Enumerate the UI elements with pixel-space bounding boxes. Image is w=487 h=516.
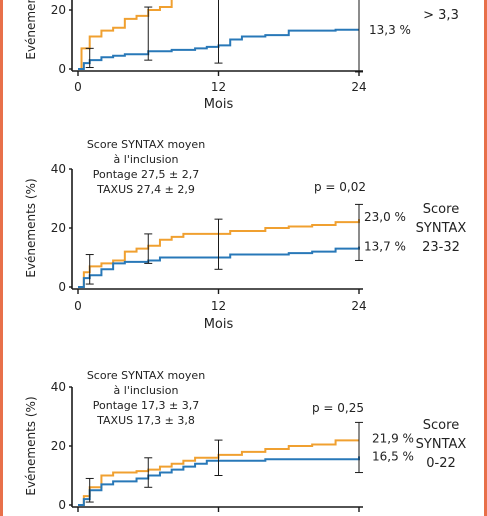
y-tick-label: 40 [51,162,66,176]
x-tick-label: 12 [211,299,226,313]
series-line-1 [78,439,359,506]
x-axis-label: Mois [204,97,234,112]
y-axis-label: Evénements (%) [24,0,38,60]
p-value: p = 0,25 [312,401,364,415]
series-end-label: 21,9 % [372,431,414,445]
y-tick-label: 0 [58,62,66,76]
series-end-label: 13,3 % [369,23,411,37]
chart-title-line: Score SYNTAX moyen [87,369,205,382]
chart-title-line: Score SYNTAX moyen [87,138,205,151]
group-label-line: Score [423,202,459,217]
series-end-label: 16,5 % [372,449,414,463]
x-tick-label: 12 [211,80,226,94]
x-tick-label: 24 [351,80,366,94]
series-line-1 [78,219,360,288]
p-value: p = 0,02 [314,180,366,194]
group-label-line: > 3,3 [423,8,459,23]
group-label-line: SYNTAX [416,221,467,236]
group-label-line: 0-22 [426,456,456,471]
series-end-label: 23,0 % [364,210,406,224]
x-tick-label: 0 [74,80,82,94]
frame-border-right [484,0,487,516]
y-tick-label: 40 [51,380,66,394]
chart-title-line: TAXUS 17,3 ± 3,8 [96,414,195,427]
frame-border-left [0,0,3,516]
group-label-line: 23-32 [422,240,460,255]
chart-title-line: Pontage 17,3 ± 3,7 [93,399,199,412]
y-tick-label: 0 [58,280,66,294]
chart-title-line: TAXUS 27,4 ± 2,9 [96,183,195,196]
y-axis-label: Evénements (%) [24,396,38,495]
series-end-label: 13,7 % [364,240,406,254]
y-tick-label: 20 [51,221,66,235]
group-label-line: Score [423,418,459,433]
series-line-2 [78,28,359,70]
series-line-1 [78,0,173,70]
chart-title-line: Pontage 27,5 ± 2,7 [93,168,199,181]
group-label-line: SYNTAX [416,437,467,452]
chart-3: 0 20 40 Evénements (%) 21,9 % 16,5 % Score SYN… [24,369,466,512]
chart-title-line: à l'inclusion [114,384,179,397]
chart-2: 0 20 40 0 12 24 Mois Evénements (%) 23,0 % 13,7 %… [24,138,466,332]
group-label-line: SYNTAX [416,0,467,4]
y-tick-label: 20 [51,439,66,453]
series-line-2 [78,246,360,288]
x-tick-label: 0 [74,299,82,313]
y-tick-label: 20 [51,3,66,17]
series-line-2 [78,456,360,506]
chart-title-line: à l'inclusion [114,153,179,166]
y-tick-label: 0 [58,498,66,512]
chart-1: 0 20 0 12 24 Mois Evénements (%) 13,3 % SYNTAX > … [24,0,466,112]
y-axis-label: Evénements (%) [24,178,38,277]
x-tick-label: 24 [351,299,366,313]
x-axis-label: Mois [204,317,234,332]
